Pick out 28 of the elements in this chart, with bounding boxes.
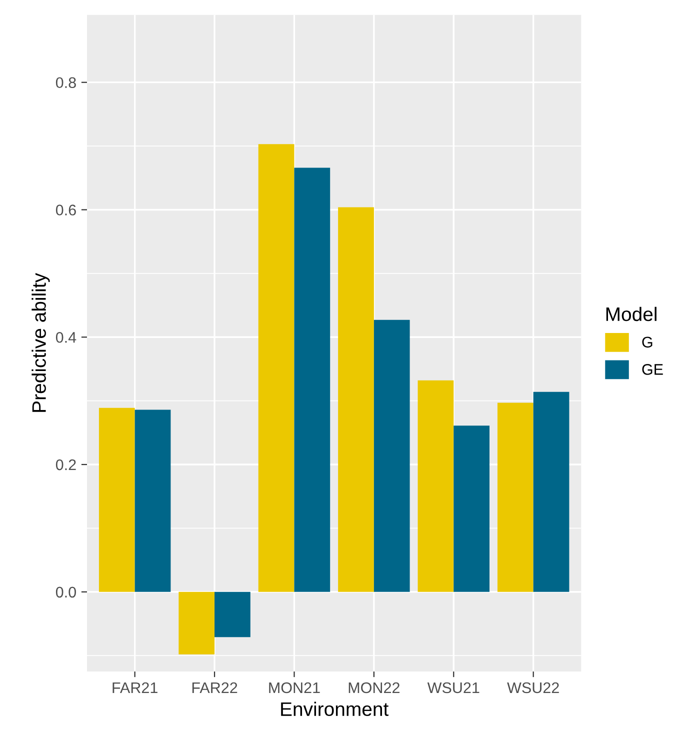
y-tick-label: 0.0	[56, 586, 76, 598]
bar	[98, 408, 135, 592]
y-tick-label: 0.6	[56, 204, 76, 216]
y-axis-title: Predictive ability	[32, 272, 50, 412]
bar	[134, 410, 171, 592]
x-tick-label: WSU22	[507, 682, 559, 694]
bar	[454, 426, 490, 592]
bar	[418, 380, 454, 592]
x-tick-label: FAR22	[192, 682, 238, 693]
bar	[338, 207, 374, 592]
legend-label: GE	[642, 364, 663, 375]
y-tick-label: 0.2	[56, 459, 76, 470]
bar	[258, 144, 294, 592]
bar	[214, 592, 250, 638]
bar	[497, 402, 534, 592]
legend-label: G	[642, 336, 652, 348]
x-tick-label: WSU21	[427, 682, 480, 694]
bar	[533, 392, 570, 592]
bar	[178, 592, 215, 654]
x-tick-label: FAR21	[112, 682, 158, 693]
y-tick-label: 0.8	[56, 77, 76, 88]
x-axis-title: Environment	[281, 702, 389, 716]
x-tick-label: MON22	[348, 682, 400, 694]
bar	[374, 320, 410, 592]
y-tick-label: 0.4	[56, 332, 76, 343]
legend-title: Model	[606, 306, 656, 322]
bar	[294, 168, 330, 592]
x-tick-label: MON21	[269, 682, 320, 694]
